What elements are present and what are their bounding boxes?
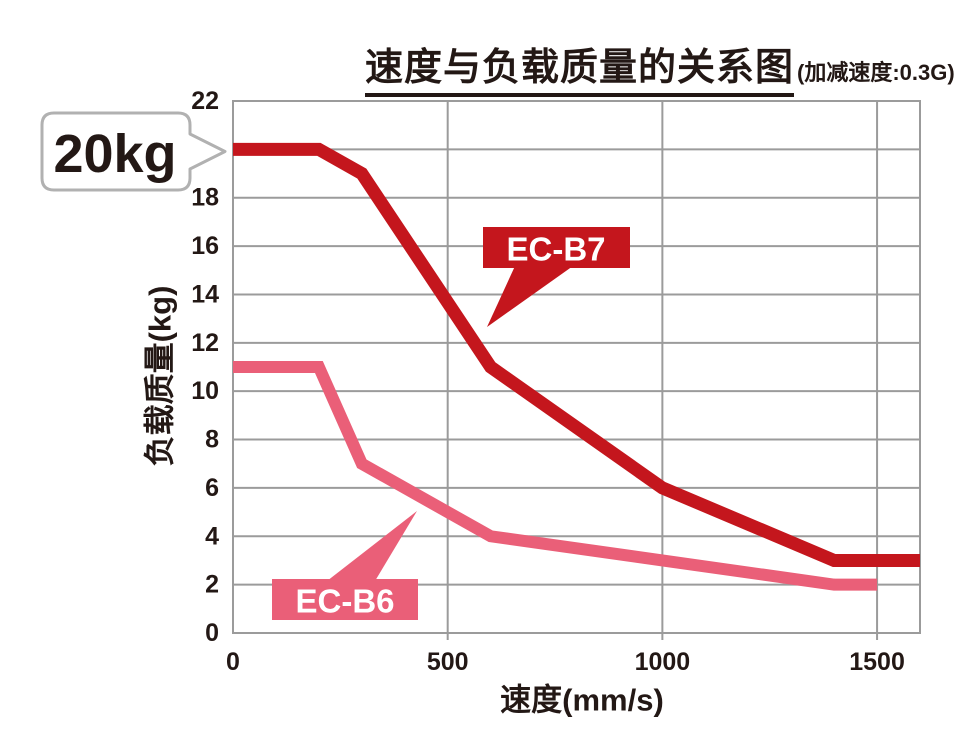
y-tick-label: 8: [205, 426, 219, 454]
ec-b6-tag-label: EC-B6: [295, 583, 394, 620]
x-tick-label: 1500: [849, 648, 905, 676]
payload-callout: 20kg: [40, 111, 227, 192]
y-axis-title: 负载质量(kg): [143, 286, 178, 467]
x-tick-label: 0: [226, 648, 240, 676]
y-tick-label: 6: [205, 474, 219, 502]
y-tick-label: 2: [205, 571, 219, 599]
ec-b7-tag-pointer-icon: [487, 266, 573, 327]
v-gridlines: [446, 101, 879, 633]
chart-title-row: 速度与负载质量的关系图 (加减速度:0.3G): [365, 36, 955, 97]
series-line-ec-b7: [233, 142, 920, 567]
payload-callout-bubble: [40, 111, 227, 192]
x-axis-title: 速度(mm/s): [500, 683, 664, 718]
y-tick-label: 16: [191, 232, 219, 260]
y-tick-label: 12: [191, 329, 219, 357]
payload-callout-label: 20kg: [53, 124, 176, 184]
y-tick-label: 22: [191, 87, 219, 115]
y-tick-label: 4: [205, 522, 219, 550]
x-tick-labels: 0 500 1000 1500: [226, 648, 905, 676]
ec-b7-tag: EC-B7: [483, 227, 630, 327]
y-tick-labels: 22 18 16 14 12 10 8 6 4 2 0: [191, 87, 219, 647]
series-line-ec-b6: [233, 361, 878, 591]
y-tick-label: 10: [191, 377, 219, 405]
y-tick-label: 0: [205, 619, 219, 647]
chart-title: 速度与负载质量的关系图: [365, 36, 795, 97]
y-tick-label: 18: [191, 184, 219, 212]
x-tick-marks: [446, 633, 879, 640]
ec-b7-tag-box: [483, 227, 630, 268]
chart-subtitle: (加减速度:0.3G): [797, 60, 955, 85]
ec-b7-tag-label: EC-B7: [506, 231, 605, 268]
x-tick-label: 1000: [635, 648, 691, 676]
ec-b6-tag-pointer-icon: [327, 511, 417, 581]
ec-b6-tag: EC-B6: [272, 511, 418, 620]
x-tick-label: 500: [427, 648, 469, 676]
y-tick-label: 14: [191, 280, 219, 308]
ec-b6-tag-box: [272, 579, 418, 620]
series-lines: [233, 142, 920, 591]
h-gridlines: [233, 148, 920, 586]
